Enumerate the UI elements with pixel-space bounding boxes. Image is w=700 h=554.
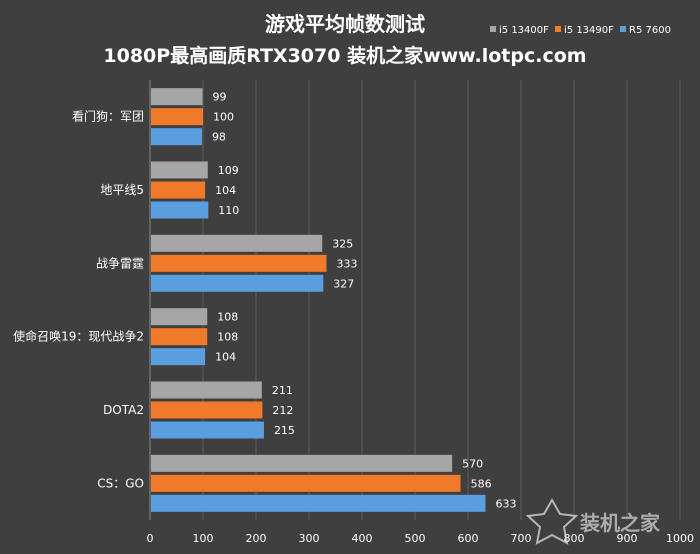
- data-label-2-0: 325: [332, 237, 353, 250]
- bar-3-2: [151, 348, 206, 366]
- bar-2-2: [151, 274, 324, 292]
- category-label-1: 地平线5: [100, 183, 144, 197]
- labels: 0 100 200 300 400 500 600 700 800 900 1000 看门狗：军团 99…: [13, 91, 694, 545]
- data-label-5-2: 633: [495, 497, 516, 510]
- x-tick-label-600: 600: [458, 532, 479, 545]
- legend: i5 13400F i5 13490F R5 7600: [490, 25, 671, 36]
- legend-swatch-i5-13400f: [490, 26, 496, 32]
- data-label-1-1: 104: [215, 184, 236, 197]
- data-label-5-0: 570: [462, 457, 483, 470]
- legend-label-i5-13400f: i5 13400F: [499, 25, 549, 36]
- watermark-text: 装机之家: [579, 511, 661, 535]
- x-tick-label-900: 900: [617, 532, 638, 545]
- legend-swatch-i5-13490f: [555, 26, 561, 32]
- data-label-1-2: 110: [218, 204, 239, 217]
- bar-4-1: [151, 401, 263, 419]
- data-label-4-0: 211: [272, 384, 293, 397]
- star-icon: [525, 497, 579, 545]
- bar-0-2: [151, 128, 202, 146]
- data-label-3-2: 104: [215, 351, 236, 364]
- watermark-logo: 装机之家: [525, 497, 661, 545]
- bar-1-0: [151, 161, 208, 179]
- chart-title: 游戏平均帧数测试: [265, 12, 425, 36]
- data-label-3-1: 108: [217, 331, 238, 344]
- bar-2-1: [151, 254, 327, 272]
- bar-5-1: [151, 474, 461, 492]
- x-tick-label-400: 400: [352, 532, 373, 545]
- data-label-0-2: 98: [212, 131, 226, 144]
- x-tick-label-200: 200: [246, 532, 267, 545]
- x-tick-label-0: 0: [147, 532, 154, 545]
- bar-2-0: [151, 234, 323, 252]
- bar-0-1: [151, 108, 203, 126]
- bar-1-1: [151, 181, 206, 199]
- data-label-4-1: 212: [272, 404, 293, 417]
- bar-5-0: [151, 454, 453, 472]
- category-label-5: CS：GO: [97, 476, 144, 490]
- bar-1-2: [151, 201, 209, 219]
- chart-subtitle: 1080P最高画质RTX3070 装机之家www.lotpc.com: [103, 44, 586, 67]
- x-tick-label-100: 100: [193, 532, 214, 545]
- data-label-2-1: 333: [336, 257, 357, 270]
- legend-label-r5-7600: R5 7600: [629, 25, 671, 36]
- bar-3-1: [151, 328, 208, 346]
- data-label-0-1: 100: [213, 111, 234, 124]
- category-label-4: DOTA2: [103, 403, 144, 417]
- bars: [151, 88, 486, 512]
- data-label-0-0: 99: [212, 91, 226, 104]
- legend-label-i5-13490f: i5 13490F: [564, 25, 614, 36]
- x-tick-label-800: 800: [564, 532, 585, 545]
- bar-4-2: [151, 421, 264, 439]
- bar-3-0: [151, 308, 208, 326]
- bar-0-0: [151, 88, 203, 106]
- bar-5-2: [151, 494, 486, 512]
- category-label-2: 战争雷霆: [96, 256, 144, 270]
- category-label-3: 使命召唤19：现代战争2: [13, 329, 144, 344]
- data-label-1-0: 109: [218, 164, 239, 177]
- data-label-4-2: 215: [274, 424, 295, 437]
- x-tick-label-1000: 1000: [666, 532, 694, 545]
- legend-swatch-r5-7600: [620, 26, 626, 32]
- category-label-0: 看门狗：军团: [72, 109, 144, 124]
- bar-4-0: [151, 381, 262, 399]
- data-label-3-0: 108: [217, 311, 238, 324]
- x-tick-label-500: 500: [405, 532, 426, 545]
- x-tick-label-700: 700: [511, 532, 532, 545]
- data-label-5-1: 586: [471, 477, 492, 490]
- data-label-2-2: 327: [333, 277, 354, 290]
- gridlines: [202, 80, 681, 520]
- x-tick-label-300: 300: [299, 532, 320, 545]
